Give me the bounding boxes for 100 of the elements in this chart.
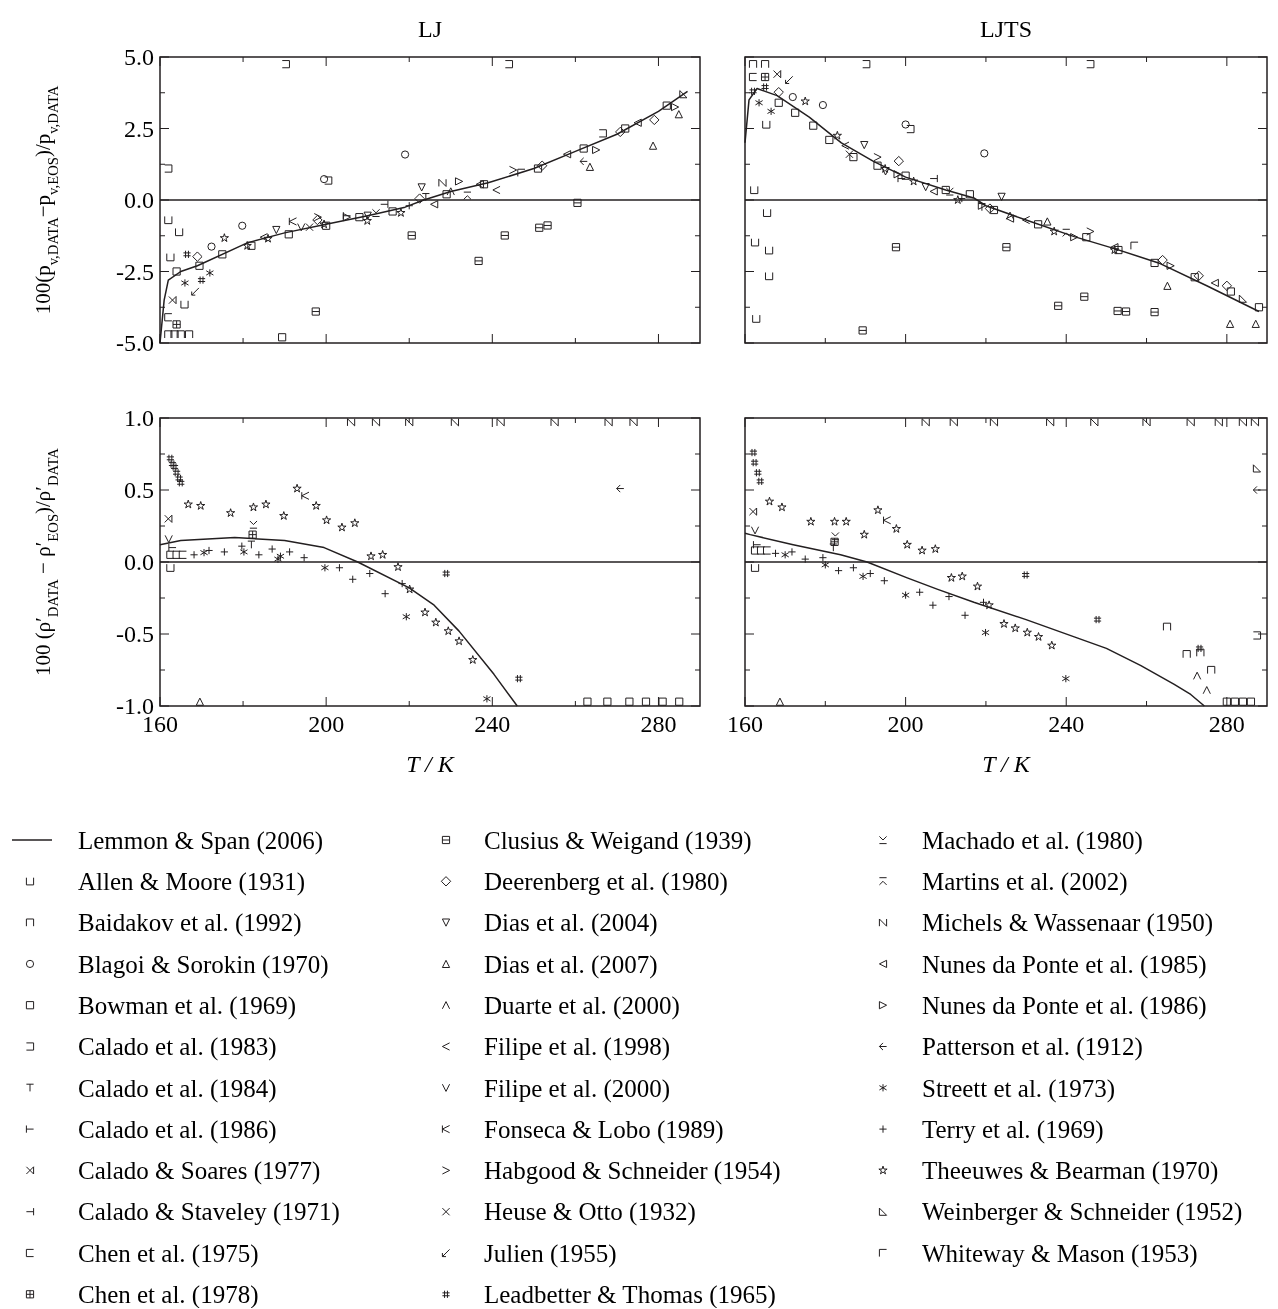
point [764,496,775,506]
legend-label: Habgood & Schneider (1954) [484,1157,781,1186]
point [346,418,356,427]
point [675,697,684,706]
point [791,108,800,117]
point [984,203,996,214]
point [263,233,273,243]
point [773,87,784,98]
y-tick-label: 2.5 [124,115,154,142]
point [350,518,360,528]
point [1047,640,1057,650]
x-tick-label: 280 [1208,711,1245,737]
point [1049,226,1059,236]
point [946,573,956,582]
point [762,120,771,129]
chart-title: LJTS [979,16,1033,42]
point [858,326,867,335]
point [818,100,827,110]
point [474,256,483,266]
point [749,448,758,457]
point [312,214,323,226]
point [788,92,797,102]
legend-label: Terry et al. (1969) [922,1115,1104,1144]
legend-label: Bowman et al. (1969) [78,991,297,1020]
legend-label: Streett et al. (1973) [922,1074,1115,1103]
y-tick-label: 5.0 [124,44,154,71]
point [1226,287,1235,296]
point [800,96,810,106]
point [1010,623,1020,633]
chart-title: LJ [418,16,442,42]
point [182,250,192,259]
point [579,144,588,153]
point [989,418,999,427]
point [753,468,762,477]
point [533,164,543,173]
point [750,185,759,195]
point [248,502,259,512]
point [388,207,397,216]
legend-label: Calado et al. (1984) [78,1074,277,1103]
legend-label: Heuse & Otto (1932) [484,1198,696,1227]
point [337,522,347,532]
point [278,333,287,342]
legend-label: Calado & Staveley (1971) [78,1198,340,1227]
point [319,175,329,184]
point [774,98,783,107]
point [777,502,787,512]
y-tick-label: 0.0 [124,187,154,214]
point [378,549,388,559]
legend-label: Clusius & Weigand (1939) [484,826,752,855]
point [1150,258,1159,268]
point [901,171,910,180]
point [543,221,552,230]
point [196,501,206,510]
point [806,516,816,526]
point [941,185,950,195]
point [1221,280,1233,291]
point [443,626,453,636]
legend-label: Julien (1955) [484,1239,617,1268]
point [825,135,834,145]
point [930,544,940,554]
point [176,478,185,487]
point [750,238,760,247]
point [172,550,181,559]
point [573,198,582,207]
point [1222,697,1231,706]
point [621,124,630,133]
point [242,240,252,250]
point [1190,273,1199,282]
point [180,300,189,309]
point [891,524,901,533]
point [1054,301,1063,310]
point [615,126,626,138]
point [414,193,425,204]
point [197,275,206,285]
point [862,60,871,69]
point [809,121,818,130]
point [1086,60,1095,69]
point [247,241,256,250]
point [1193,270,1204,281]
point [396,208,406,217]
point [292,483,302,493]
point [226,508,236,518]
legend-label: Chen et al. (1978) [78,1281,259,1309]
point [1230,697,1239,706]
legend-label: Calado et al. (1986) [78,1115,277,1144]
point [829,516,840,526]
point [760,72,770,82]
point [284,230,293,239]
legend-label: Nunes da Ponte et al. (1986) [922,991,1207,1020]
point [1252,631,1262,640]
legend-label: Chen et al. (1975) [78,1239,259,1268]
point [1033,632,1044,641]
point [984,600,994,610]
point [1002,243,1011,252]
point [603,697,612,706]
point [178,550,187,559]
point [550,418,559,427]
point [407,231,416,240]
legend-label: Deerenberg et al. (1980) [484,868,728,897]
x-axis-title: T / K [406,751,456,777]
